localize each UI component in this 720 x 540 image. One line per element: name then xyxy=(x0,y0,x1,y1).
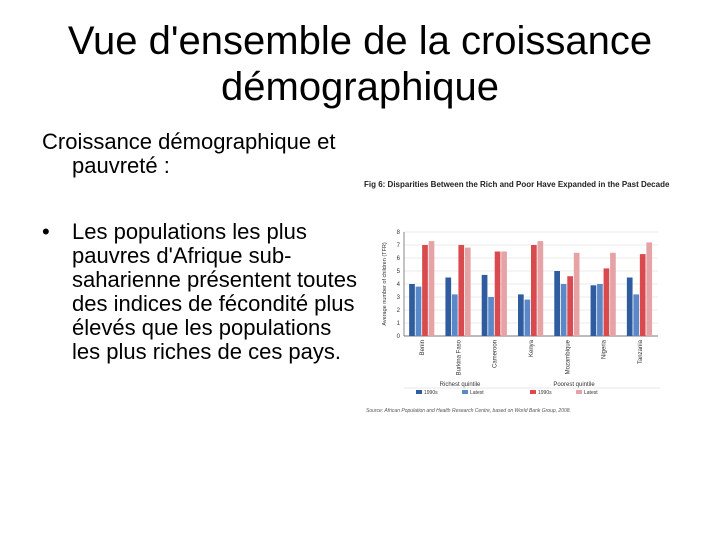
bullet-dot-icon: • xyxy=(42,219,50,244)
bullet-text: Les populations les plus pauvres d'Afriq… xyxy=(72,219,357,364)
y-tick-label: 0 xyxy=(397,334,401,340)
x-tick-label: Tanzania xyxy=(638,339,644,364)
x-tick-label: Mozambique xyxy=(565,339,571,374)
bar xyxy=(518,294,524,336)
bar xyxy=(567,276,573,336)
legend-group-label: Poorest quintile xyxy=(553,382,595,388)
bar xyxy=(524,299,531,336)
bar xyxy=(626,277,633,336)
y-tick-label: 2 xyxy=(397,308,401,314)
chart-source: Source: African Population and Health Re… xyxy=(366,408,571,414)
legend-group-label: Richest quintile xyxy=(440,382,481,388)
bar xyxy=(409,284,415,336)
legend-swatch xyxy=(416,390,422,394)
legend-swatch xyxy=(576,390,582,394)
y-tick-label: 6 xyxy=(397,256,401,262)
bar xyxy=(428,241,435,336)
y-tick-label: 7 xyxy=(397,243,401,249)
bar xyxy=(501,251,507,336)
bullet-list: • Les populations les plus pauvres d'Afr… xyxy=(42,220,362,364)
bar xyxy=(610,252,616,336)
legend-label: Latest xyxy=(584,390,598,396)
bar xyxy=(445,277,452,336)
slide-body: Croissance démographique et pauvreté : •… xyxy=(42,130,362,364)
bar-chart: 0 1 2 3 4 5 6 7 8 Average number of children (TFR… xyxy=(382,230,660,396)
bar xyxy=(633,294,640,336)
bar xyxy=(494,251,501,336)
legend-label: 1990s xyxy=(424,390,438,396)
y-tick-label: 8 xyxy=(397,230,401,236)
x-tick-label: Burkina Faso xyxy=(456,339,462,375)
intro-text: Croissance démographique et pauvreté : xyxy=(42,129,336,178)
legend-swatch xyxy=(530,390,536,394)
bar xyxy=(415,286,422,336)
bar xyxy=(464,247,471,336)
legend-label: Latest xyxy=(470,390,484,396)
x-tick-label: Nigeria xyxy=(602,339,608,359)
bar xyxy=(560,284,567,336)
bar xyxy=(639,254,646,336)
legend-swatch xyxy=(462,390,468,394)
bar xyxy=(531,245,537,336)
bar xyxy=(451,294,458,336)
bullet-item: • Les populations les plus pauvres d'Afr… xyxy=(42,220,362,364)
bar xyxy=(488,297,494,336)
chart-figure: Fig 6: Disparities Between the Rich and … xyxy=(364,180,684,420)
x-tick-label: Kenya xyxy=(529,339,535,357)
bar xyxy=(646,242,653,336)
x-tick-label: Benin xyxy=(420,340,426,355)
bar xyxy=(422,245,428,336)
legend-label: 1990s xyxy=(538,390,552,396)
bar xyxy=(597,284,603,336)
bar xyxy=(481,274,488,336)
chart-title: Fig 6: Disparities Between the Rich and … xyxy=(364,180,670,189)
bar xyxy=(590,285,597,336)
slide-title: Vue d'ensemble de la croissance démograp… xyxy=(67,19,653,109)
bar xyxy=(537,241,544,336)
bar xyxy=(603,268,610,336)
y-tick-label: 3 xyxy=(397,295,401,301)
y-tick-label: 1 xyxy=(397,321,401,327)
bar xyxy=(458,245,465,336)
y-axis-label: Average number of children (TFR) xyxy=(382,242,388,326)
y-tick-label: 4 xyxy=(397,282,401,288)
bar xyxy=(573,252,580,336)
x-tick-label: Cameroon xyxy=(493,340,499,368)
y-tick-label: 5 xyxy=(397,269,401,275)
bar xyxy=(554,271,560,336)
